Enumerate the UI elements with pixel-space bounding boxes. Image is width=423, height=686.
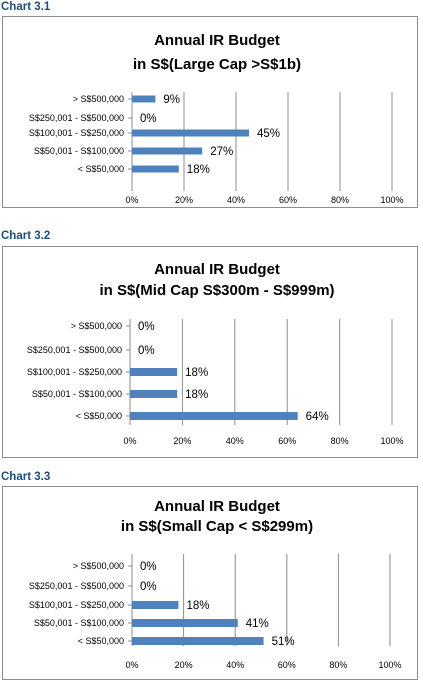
bar	[132, 601, 179, 609]
x-tick-label: 0%	[125, 195, 138, 205]
chart-label: Chart 3.2	[1, 230, 51, 242]
bar	[132, 165, 179, 173]
chart-title-line: in S$(Small Cap < S$299m)	[121, 518, 313, 535]
x-tick-label: 60%	[278, 436, 296, 446]
category-label: > S$500,000	[73, 94, 124, 104]
category-label: > S$500,000	[71, 321, 122, 331]
x-tick-label: 20%	[173, 436, 191, 446]
category-label: S$100,001 - S$250,000	[27, 367, 122, 377]
x-tick-label: 60%	[279, 195, 297, 205]
chart-label: Chart 3.1	[1, 1, 51, 13]
bar	[130, 390, 178, 398]
x-tick-label: 60%	[278, 660, 296, 670]
x-tick-label: 100%	[378, 660, 401, 670]
chart-label: Chart 3.3	[1, 471, 51, 483]
data-label: 64%	[306, 411, 329, 423]
x-tick-label: 80%	[331, 436, 349, 446]
category-label: < S$50,000	[76, 411, 122, 421]
x-tick-label: 20%	[175, 195, 193, 205]
x-tick-label: 80%	[329, 660, 347, 670]
category-label: < S$50,000	[78, 164, 124, 174]
chart-frame: Annual IR Budget in S$(Large Cap >S$1b) 0%…	[2, 16, 418, 208]
bar	[132, 95, 156, 103]
chart-title-line: Annual IR Budget	[154, 32, 280, 49]
bar	[130, 412, 298, 420]
data-label: 41%	[246, 618, 269, 630]
chart-svg: Annual IR Budget in S$(Large Cap >S$1b) 0%…	[29, 32, 404, 205]
chart-title-line: in S$(Mid Cap S$300m - S$999m)	[99, 282, 334, 299]
category-label: S$100,001 - S$250,000	[29, 128, 124, 138]
x-tick-label: 40%	[226, 436, 244, 446]
data-label: 18%	[185, 367, 208, 379]
data-label: 0%	[140, 113, 157, 125]
bar	[132, 129, 249, 137]
data-label: 0%	[140, 561, 157, 573]
chart-frame: Annual IR Budget in S$(Mid Cap S$300m - S…	[2, 246, 418, 458]
x-tick-label: 40%	[227, 195, 245, 205]
data-label: 0%	[140, 581, 157, 593]
category-label: S$250,001 - S$500,000	[27, 345, 122, 355]
data-label: 18%	[186, 600, 209, 612]
data-label: 0%	[138, 321, 155, 333]
category-label: S$100,001 - S$250,000	[29, 600, 124, 610]
x-tick-label: 20%	[175, 660, 193, 670]
chart-frame: Annual IR Budget in S$(Small Cap < S$299m…	[2, 486, 418, 680]
bar	[132, 637, 264, 645]
x-tick-label: 80%	[331, 195, 349, 205]
chart-title-line: Annual IR Budget	[154, 498, 280, 515]
chart-svg: Annual IR Budget in S$(Small Cap < S$299m…	[29, 498, 402, 670]
x-tick-label: 40%	[226, 660, 244, 670]
data-label: 0%	[138, 345, 155, 357]
chart-title-line: in S$(Large Cap >S$1b)	[133, 56, 301, 73]
x-tick-label: 0%	[125, 660, 138, 670]
data-label: 27%	[210, 146, 233, 158]
chart-title-line: Annual IR Budget	[154, 261, 280, 278]
chart-svg: Annual IR Budget in S$(Mid Cap S$300m - S…	[27, 261, 404, 446]
category-label: S$50,001 - S$100,000	[34, 146, 124, 156]
category-label: > S$500,000	[73, 561, 124, 571]
data-label: 18%	[187, 164, 210, 176]
category-label: S$50,001 - S$100,000	[34, 618, 124, 628]
data-label: 9%	[163, 94, 180, 106]
data-label: 45%	[257, 128, 280, 140]
category-label: S$250,001 - S$500,000	[29, 113, 124, 123]
bar	[132, 147, 203, 155]
category-label: S$50,001 - S$100,000	[32, 389, 122, 399]
x-tick-label: 0%	[123, 436, 136, 446]
bar	[132, 619, 238, 627]
data-label: 51%	[272, 636, 295, 648]
category-label: < S$50,000	[78, 636, 124, 646]
category-label: S$250,001 - S$500,000	[29, 581, 124, 591]
x-tick-label: 100%	[380, 436, 403, 446]
x-tick-label: 100%	[380, 195, 403, 205]
bar	[130, 368, 178, 376]
data-label: 18%	[185, 389, 208, 401]
